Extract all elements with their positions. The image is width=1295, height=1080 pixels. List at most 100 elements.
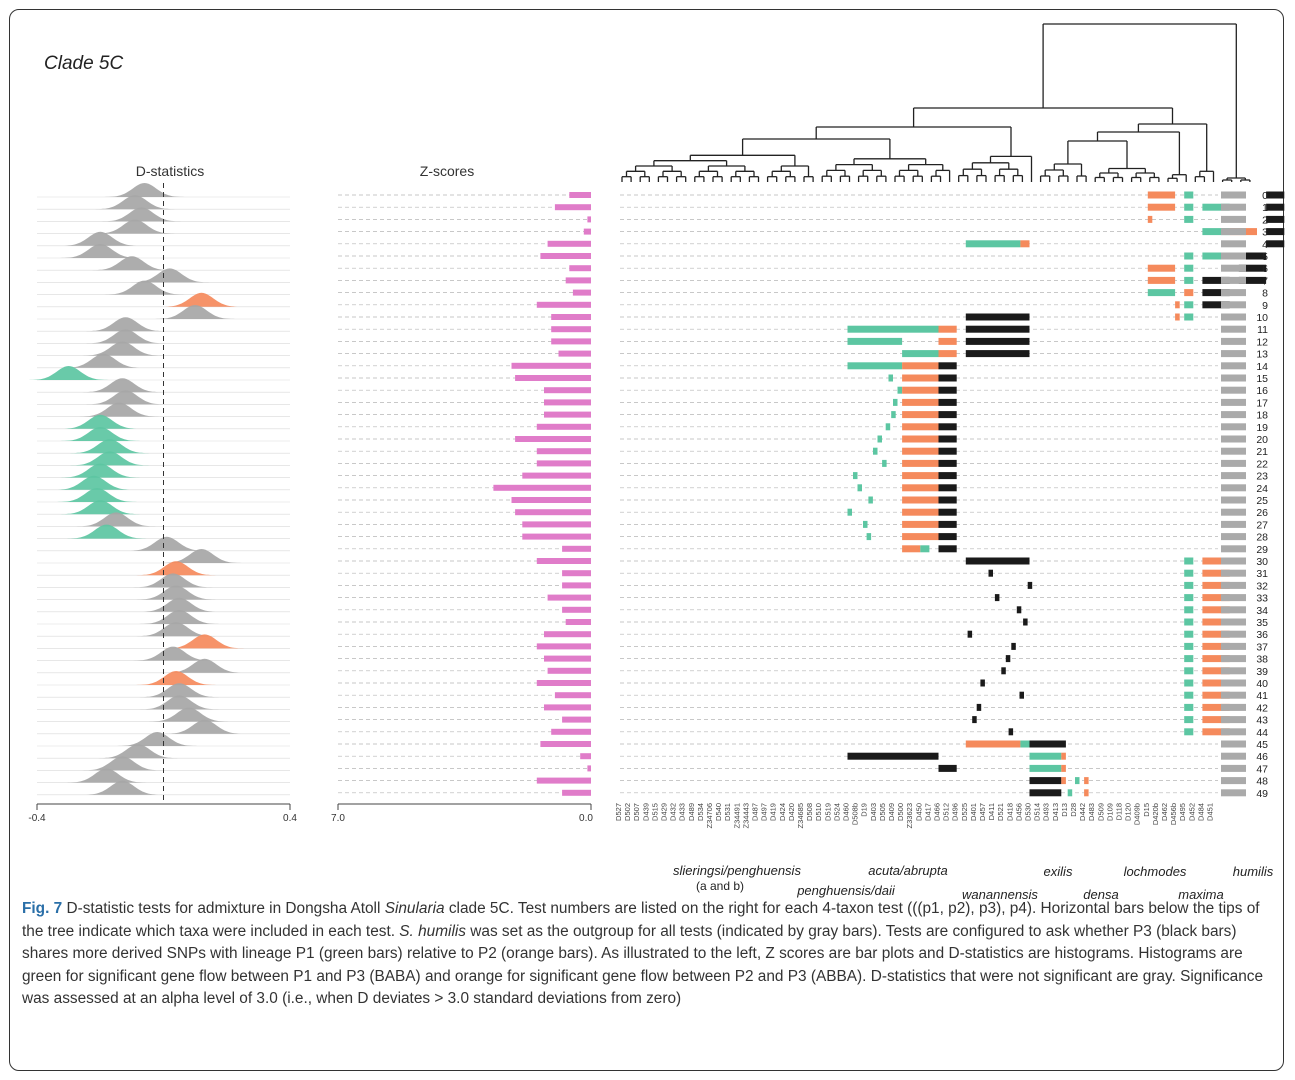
dstat-histogram-1 [95, 195, 175, 210]
zscore-bar-38 [544, 655, 591, 662]
dstat-histogram-40 [136, 671, 217, 685]
test-number: 43 [1256, 715, 1268, 727]
taxon-label: D450 [914, 803, 923, 821]
test-22-p1-bar [882, 459, 887, 467]
dstat-histogram-35 [139, 610, 220, 624]
test-number: 9 [1262, 300, 1268, 312]
test-6-p2-bar [1147, 264, 1176, 272]
taxon-label: D487 [751, 803, 760, 821]
test-30-p3-bar [965, 557, 1030, 565]
test-41-p1-bar [1184, 691, 1194, 699]
test-16-outgroup-bar [1221, 386, 1246, 394]
zscore-bar-22 [536, 460, 591, 467]
test-27-p1-bar [863, 520, 868, 528]
test-10-p2-bar [1175, 313, 1180, 321]
test-25-outgroup-bar [1221, 496, 1246, 504]
zscore-bar-34 [562, 606, 591, 613]
dstat-histogram-11 [85, 317, 166, 332]
zscore-bar-49 [562, 789, 591, 796]
test-40-p2-bar [1202, 679, 1230, 687]
test-4-p3-bar [1266, 240, 1285, 248]
test-number: 46 [1256, 751, 1268, 763]
test-32-p2-bar [1202, 581, 1230, 589]
zscore-bar-6 [569, 265, 591, 272]
taxon-label: D496 [951, 803, 960, 821]
zscore-bar-9 [536, 301, 591, 308]
test-number: 30 [1256, 556, 1268, 568]
dstat-axis-max: 0.4 [283, 813, 297, 824]
taxon-label: D413 [1051, 803, 1060, 821]
taxon-label: D514 [1033, 803, 1042, 821]
dstat-histogram-45 [117, 732, 198, 746]
dstat-histogram-29 [126, 536, 207, 551]
taxon-label: D15 [1142, 803, 1151, 817]
test-19-p1-bar [885, 423, 891, 431]
test-37-p2-bar [1202, 642, 1230, 650]
test-32-p1-bar [1184, 581, 1194, 589]
test-9-outgroup-bar [1221, 301, 1246, 309]
dstat-histogram-32 [133, 573, 213, 588]
dstat-histogram-20 [60, 427, 141, 441]
test-49-outgroup-bar [1221, 789, 1246, 797]
test-11-outgroup-bar [1221, 325, 1246, 333]
test-11-p2-bar [938, 325, 957, 333]
taxon-label: D502 [623, 803, 632, 821]
test-7-p3-bar [1238, 276, 1267, 284]
test-35-p2-bar [1202, 618, 1230, 626]
test-12-p3-bar [965, 337, 1030, 345]
test-12-outgroup-bar [1221, 337, 1246, 345]
zscore-bar-4 [547, 240, 591, 247]
clade-label-exilis: exilis [1044, 864, 1073, 879]
taxon-label: Z34443 [741, 803, 750, 828]
test-46-p2-bar [1061, 752, 1066, 760]
test-number: 21 [1256, 446, 1268, 458]
zscore-panel-title: Z-scores [420, 163, 474, 179]
dstat-histograms [28, 183, 290, 800]
test-0-p1-bar [1184, 191, 1194, 199]
test-7-outgroup-bar [1221, 276, 1246, 284]
dstat-histogram-16 [82, 378, 163, 393]
test-number: 11 [1257, 324, 1268, 336]
test-5-p1-bar [1184, 252, 1194, 260]
test-20-outgroup-bar [1221, 435, 1246, 443]
taxon-label: D418 [1005, 803, 1014, 821]
test-1-p3-bar [1266, 203, 1285, 211]
test-32-p3-bar [1027, 581, 1033, 589]
taxon-label: D521 [996, 803, 1005, 821]
dstat-histogram-25 [57, 488, 138, 502]
test-17-p2-bar [902, 398, 939, 406]
dstat-histogram-10 [155, 305, 236, 319]
test-number: 33 [1256, 593, 1268, 605]
test-23-p1-bar [853, 472, 858, 480]
clade-label-lochmodes: lochmodes [1124, 864, 1187, 879]
dstat-histogram-22 [69, 451, 150, 466]
taxon-label: D442 [1078, 803, 1087, 821]
test-40-p3-bar [980, 679, 985, 687]
zscore-bar-40 [536, 680, 591, 686]
test-11-p1-bar [847, 325, 939, 333]
test-12-p1-bar [847, 337, 903, 345]
dstat-histogram-42 [139, 695, 220, 710]
dstat-histogram-38 [133, 646, 213, 661]
test-number: 35 [1256, 617, 1268, 629]
test-22-outgroup-bar [1221, 459, 1246, 467]
dstat-histogram-49 [82, 780, 163, 795]
test-13-p1-bar [902, 350, 939, 358]
test-23-p2-bar [902, 472, 939, 480]
test-31-p2-bar [1202, 569, 1230, 577]
taxon-label: D530 [1024, 803, 1033, 821]
dstat-histogram-13 [82, 341, 163, 356]
zscore-bar-2 [587, 216, 591, 223]
test-0-outgroup-bar [1221, 191, 1246, 199]
test-35-p1-bar [1184, 618, 1194, 626]
dstat-histogram-44 [164, 719, 245, 734]
zscore-bar-18 [544, 411, 591, 418]
taxon-label: D500 [896, 803, 905, 821]
dstat-histogram-7 [129, 268, 210, 283]
test-35-outgroup-bar [1221, 618, 1246, 626]
taxon-label: D452 [1187, 803, 1196, 821]
test-44-p3-bar [1008, 728, 1014, 736]
zscore-bars [338, 192, 591, 796]
dstat-histogram-12 [85, 329, 166, 344]
test-24-p1-bar [857, 484, 862, 492]
